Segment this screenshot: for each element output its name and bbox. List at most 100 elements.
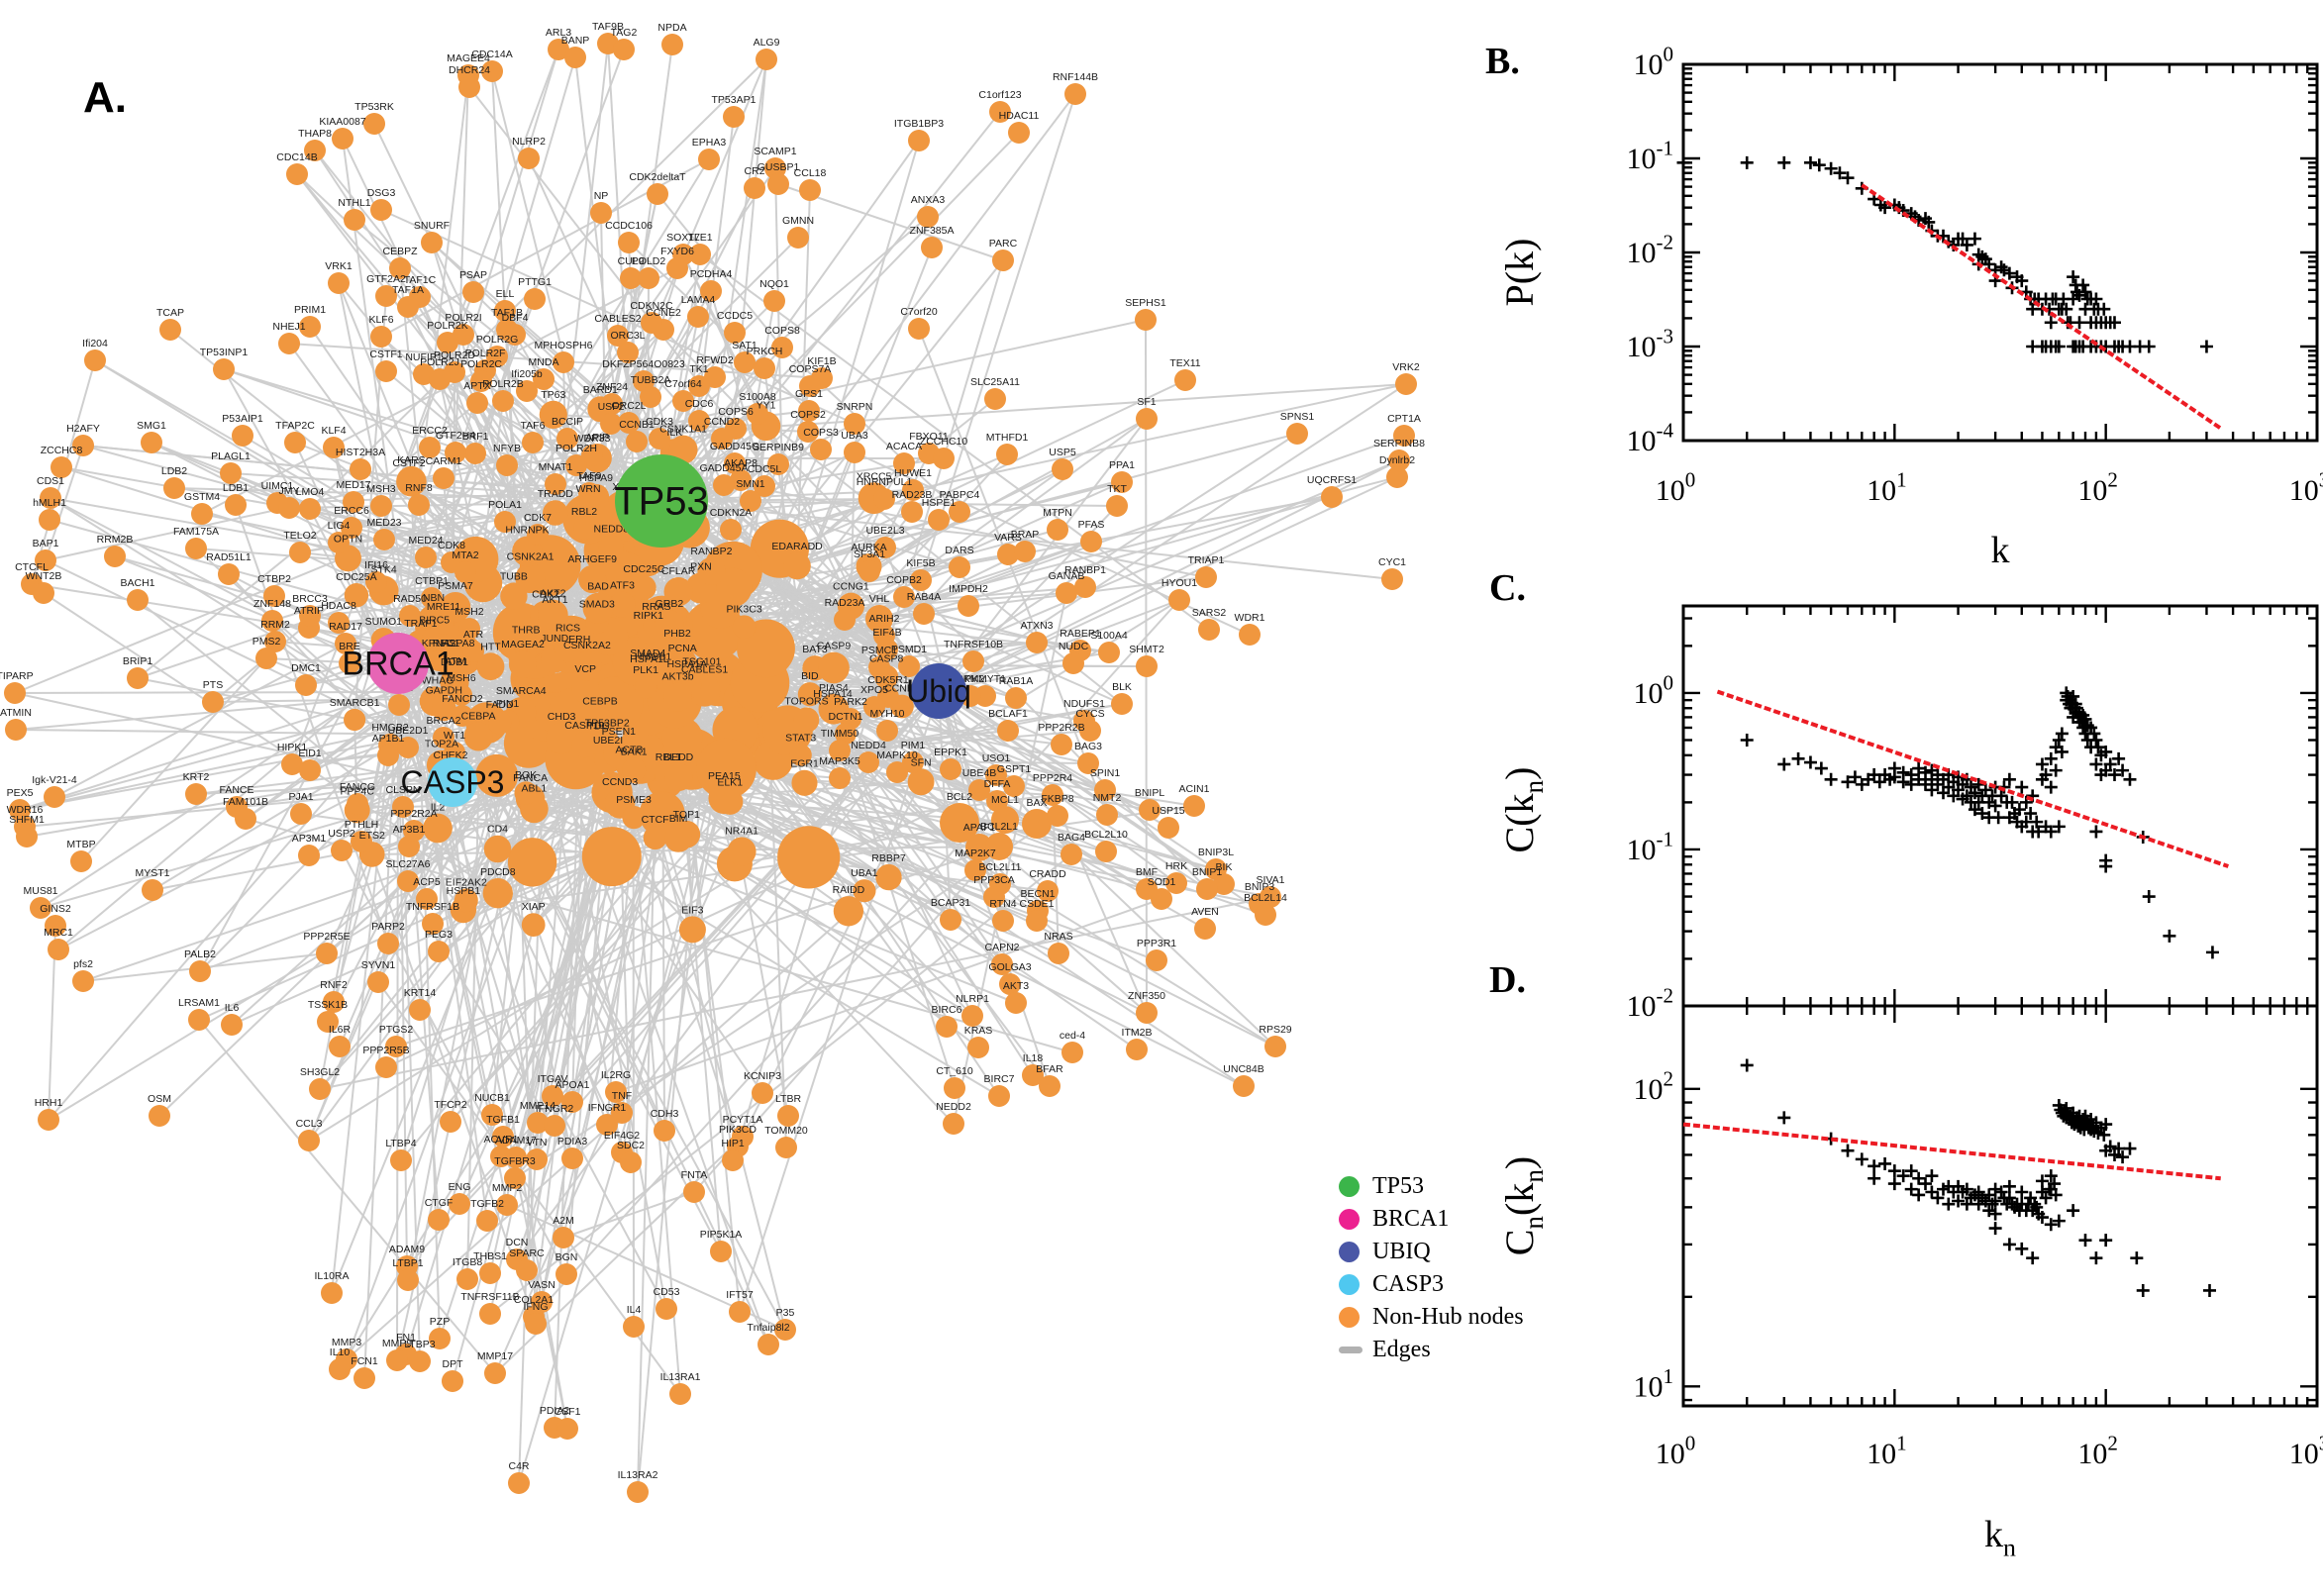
network-node[interactable] [571,675,600,704]
network-node[interactable] [225,494,247,516]
network-node[interactable] [1194,918,1216,940]
network-node[interactable] [601,393,623,415]
network-node[interactable] [654,1120,675,1142]
network-node[interactable] [45,915,66,937]
network-node[interactable] [730,469,752,491]
network-node[interactable] [700,280,722,302]
network-node[interactable] [689,244,711,265]
network-node[interactable] [944,1077,965,1099]
network-node[interactable] [797,682,823,707]
network-node[interactable] [647,183,668,205]
network-node[interactable] [902,479,924,501]
network-node[interactable] [1136,1002,1158,1024]
network-node[interactable] [571,731,598,758]
network-node[interactable] [581,445,603,466]
network-node[interactable] [351,831,372,852]
network-node[interactable] [456,1268,478,1290]
network-node[interactable] [505,1147,527,1168]
network-node[interactable] [295,674,317,696]
network-node[interactable] [626,431,648,452]
network-node[interactable] [304,140,326,161]
network-node[interactable] [634,676,657,699]
core-blob-node[interactable] [507,838,557,887]
network-node[interactable] [321,1282,343,1304]
network-node[interactable] [479,1303,501,1325]
network-node[interactable] [299,316,321,338]
network-node[interactable] [598,535,624,560]
network-node[interactable] [921,237,943,258]
network-node[interactable] [810,439,832,460]
network-node[interactable] [5,719,27,741]
network-node[interactable] [1077,752,1099,774]
network-node[interactable] [433,467,454,489]
hub-node-brca1[interactable] [367,633,429,694]
network-node[interactable] [1056,582,1077,604]
network-node[interactable] [797,421,819,443]
network-node[interactable] [958,595,979,617]
network-node[interactable] [687,306,709,328]
network-node[interactable] [758,1334,779,1355]
network-node[interactable] [844,413,865,435]
network-node[interactable] [672,390,694,412]
network-node[interactable] [377,745,399,766]
network-node[interactable] [335,633,356,654]
network-node[interactable] [323,991,345,1013]
network-node[interactable] [30,897,51,919]
network-node[interactable] [1039,1075,1060,1097]
network-node[interactable] [767,173,789,195]
network-node[interactable] [263,585,285,607]
network-node[interactable] [386,1349,408,1371]
network-node[interactable] [1079,720,1101,742]
network-node[interactable] [328,612,350,634]
network-node[interactable] [482,878,513,909]
network-node[interactable] [1022,1064,1044,1086]
network-node[interactable] [822,700,844,722]
network-node[interactable] [1060,844,1082,865]
network-node[interactable] [1111,693,1133,715]
network-node[interactable] [421,587,443,609]
network-node[interactable] [347,793,368,815]
network-node[interactable] [1003,775,1025,797]
network-node[interactable] [409,1350,431,1372]
network-node[interactable] [643,826,667,850]
network-node[interactable] [1052,458,1073,480]
core-blob-node[interactable] [475,753,519,797]
network-node[interactable] [587,707,613,732]
network-node[interactable] [1047,519,1068,541]
network-node[interactable] [618,412,640,434]
network-node[interactable] [556,1263,577,1285]
network-node[interactable] [596,1114,618,1136]
network-node[interactable] [428,1209,450,1231]
network-node[interactable] [317,1011,339,1033]
network-node[interactable] [445,667,466,689]
network-node[interactable] [442,1370,463,1392]
network-node[interactable] [48,939,69,960]
network-node[interactable] [494,300,516,322]
network-node[interactable] [38,1109,59,1131]
network-node[interactable] [375,285,397,307]
network-node[interactable] [553,1227,574,1248]
network-node[interactable] [546,722,577,754]
network-node[interactable] [775,1137,797,1158]
network-node[interactable] [933,448,955,469]
network-node[interactable] [664,824,693,852]
network-node[interactable] [609,591,636,618]
network-node[interactable] [835,723,857,745]
network-node[interactable] [967,1037,989,1058]
network-node[interactable] [409,999,431,1021]
network-node[interactable] [454,561,476,583]
network-node[interactable] [600,413,622,435]
network-node[interactable] [1064,83,1086,105]
network-node[interactable] [1286,423,1308,445]
network-node[interactable] [747,403,768,425]
network-node[interactable] [752,1082,773,1104]
network-node[interactable] [1174,369,1196,391]
network-node[interactable] [462,281,484,303]
network-node[interactable] [669,1383,691,1405]
network-node[interactable] [526,1148,548,1170]
network-node[interactable] [949,501,970,523]
network-node[interactable] [1048,943,1069,964]
core-blob-node[interactable] [581,827,642,887]
network-node[interactable] [299,759,321,781]
network-node[interactable] [632,575,656,600]
